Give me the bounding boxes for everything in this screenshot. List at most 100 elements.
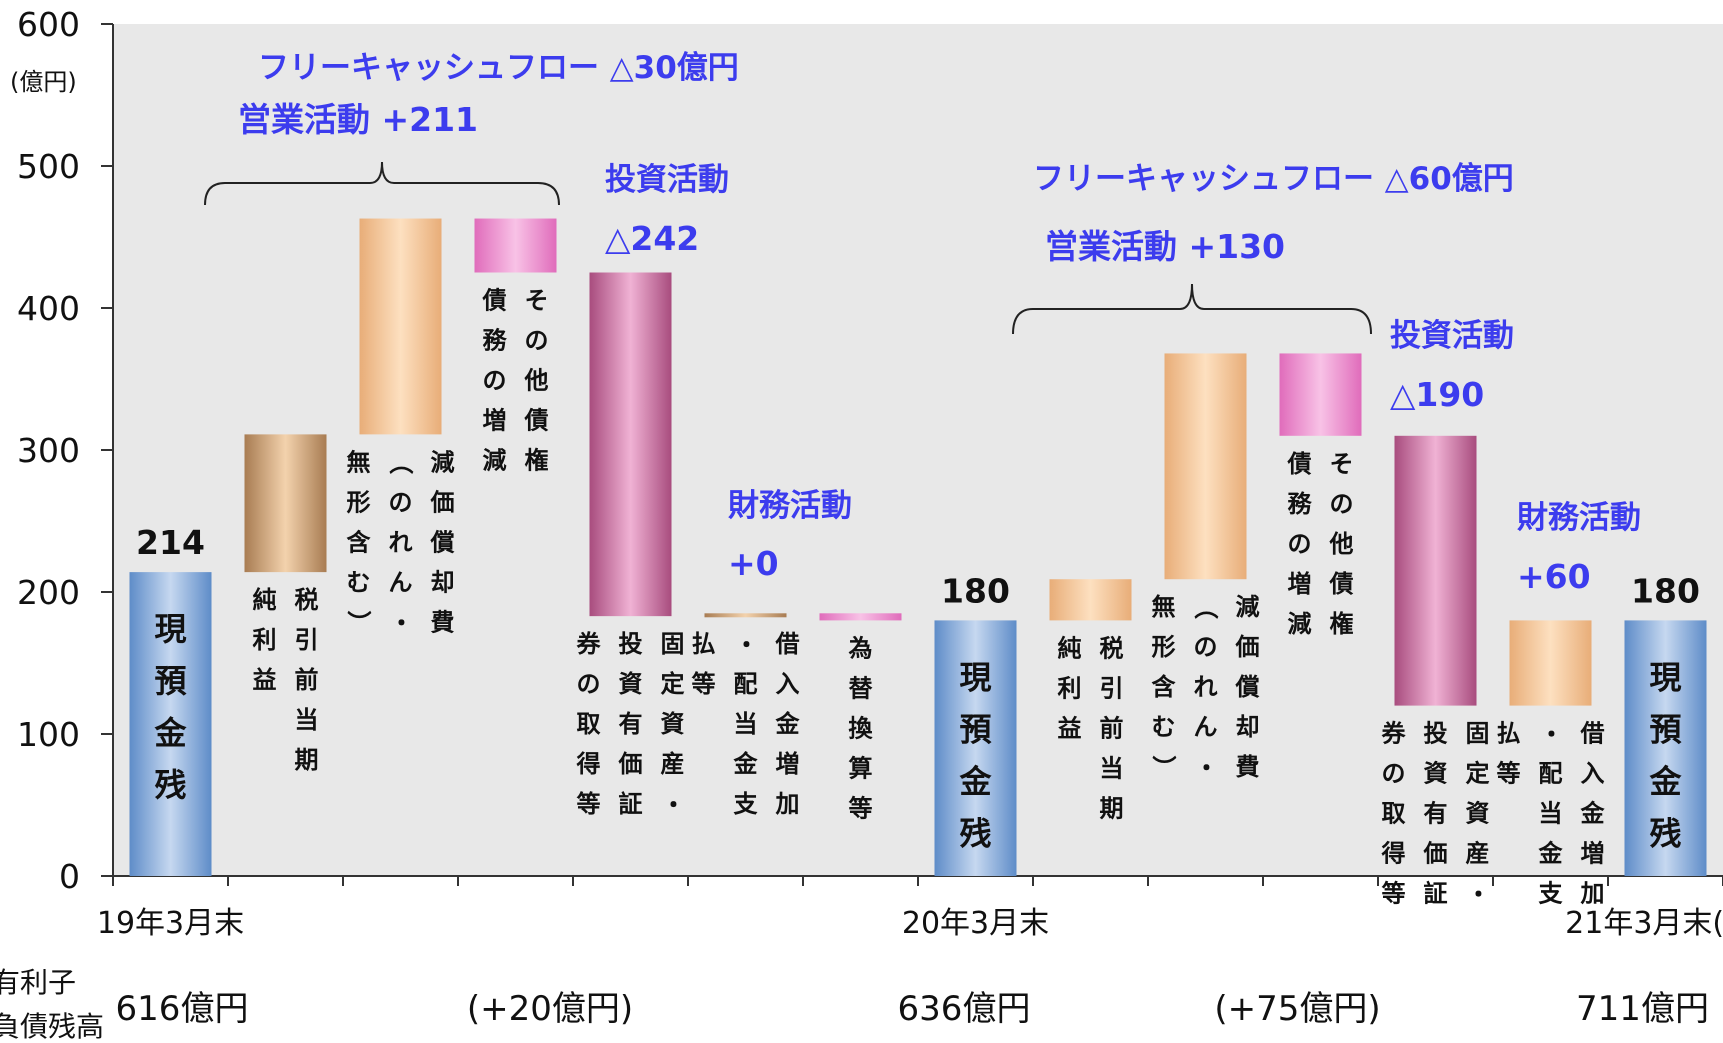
svg-text:取: 取 xyxy=(577,710,601,738)
balance-value-label: 180 xyxy=(941,571,1010,610)
svg-text:債: 債 xyxy=(1287,450,1312,478)
y-unit-label: (億円) xyxy=(10,68,77,96)
svg-text:他: 他 xyxy=(1329,530,1354,558)
svg-text:税: 税 xyxy=(1100,634,1124,662)
brace-operating-1 xyxy=(204,161,560,206)
svg-text:支: 支 xyxy=(734,790,759,818)
debt-row-label-line1: 有利子 xyxy=(0,966,76,999)
svg-text:当: 当 xyxy=(1539,800,1563,828)
bar-peach xyxy=(359,218,442,435)
svg-text:取: 取 xyxy=(1382,800,1406,828)
svg-text:金: 金 xyxy=(1538,840,1564,868)
svg-text:資: 資 xyxy=(1466,800,1490,828)
svg-text:券: 券 xyxy=(1382,720,1407,748)
svg-text:産: 産 xyxy=(1466,840,1490,868)
svg-text:預: 預 xyxy=(1649,710,1682,748)
svg-text:他: 他 xyxy=(524,367,549,395)
svg-text:利: 利 xyxy=(253,626,277,654)
svg-text:期: 期 xyxy=(1100,794,1124,822)
svg-text:金: 金 xyxy=(775,710,801,738)
operating-annotation-2: 営業活動 +130 xyxy=(1045,227,1285,266)
fcf-annotation-2: フリーキャッシュフロー △60億円 xyxy=(1033,161,1514,197)
y-tick-label: 300 xyxy=(17,431,80,470)
debt-value: (+75億円) xyxy=(1214,989,1380,1029)
bar-pink xyxy=(819,613,902,621)
svg-text:入: 入 xyxy=(1581,760,1605,788)
svg-text:金: 金 xyxy=(1580,800,1606,828)
svg-text:価: 価 xyxy=(618,750,643,778)
bar-balance xyxy=(934,620,1017,876)
svg-text:純: 純 xyxy=(1058,634,1082,662)
bar-peach xyxy=(1164,353,1247,580)
svg-text:券: 券 xyxy=(577,630,602,658)
y-tick-label: 400 xyxy=(17,289,80,328)
svg-text:等: 等 xyxy=(1497,760,1521,788)
svg-text:の: の xyxy=(525,327,549,355)
svg-text:加: 加 xyxy=(1581,880,1605,908)
svg-text:加: 加 xyxy=(776,790,800,818)
financing-value-1: +0 xyxy=(728,544,779,583)
svg-text:換: 換 xyxy=(849,714,874,742)
svg-text:む: む xyxy=(1152,713,1176,741)
bar-balance xyxy=(1624,620,1707,876)
x-axis: 19年3月末 20年3月末 21年3月末(予) xyxy=(97,875,1723,941)
x-period-label: 21年3月末(予) xyxy=(1565,906,1723,941)
svg-text:引: 引 xyxy=(1100,674,1124,702)
fcf-annotation-1: フリーキャッシュフロー △30億円 xyxy=(258,50,739,86)
y-tick-label: 0 xyxy=(59,857,80,896)
svg-text:前: 前 xyxy=(295,666,319,694)
svg-text:期: 期 xyxy=(295,746,319,774)
svg-text:現: 現 xyxy=(154,610,186,648)
interest-bearing-debt-row: 有利子 負債残高 616億円 (+20億円) 636億円 (+75億円) 711億円 xyxy=(0,966,1709,1043)
svg-text:替: 替 xyxy=(849,674,873,702)
svg-text:価: 価 xyxy=(430,488,455,516)
svg-text:減: 減 xyxy=(483,447,507,475)
svg-text:却: 却 xyxy=(1236,713,1260,741)
svg-text:れ: れ xyxy=(1194,673,1218,701)
svg-text:当: 当 xyxy=(1100,754,1124,782)
svg-text:定: 定 xyxy=(1466,760,1490,788)
investing-title-1: 投資活動 xyxy=(605,162,729,198)
svg-text:債: 債 xyxy=(482,287,507,315)
svg-text:残: 残 xyxy=(959,814,991,852)
debt-value: 616億円 xyxy=(116,989,249,1029)
svg-text:減: 減 xyxy=(1236,593,1260,621)
svg-text:増: 増 xyxy=(483,407,507,435)
svg-text:ん: ん xyxy=(1194,713,1218,741)
svg-text:配: 配 xyxy=(734,670,758,698)
svg-text:定: 定 xyxy=(661,670,685,698)
svg-text:等: 等 xyxy=(1382,880,1406,908)
svg-text:当: 当 xyxy=(734,710,758,738)
bar-peach xyxy=(1509,620,1592,706)
svg-text:形: 形 xyxy=(1152,633,1176,661)
svg-text:権: 権 xyxy=(525,447,549,475)
svg-text:・: ・ xyxy=(1537,722,1565,746)
y-axis: 0 100 200 300 400 500 600 xyxy=(17,5,114,896)
svg-text:の: の xyxy=(1330,490,1354,518)
svg-text:そ: そ xyxy=(525,287,549,315)
svg-text:支: 支 xyxy=(1539,880,1564,908)
investing-value-2: △190 xyxy=(1390,375,1484,414)
investing-title-2: 投資活動 xyxy=(1390,318,1514,354)
svg-text:固: 固 xyxy=(1466,720,1490,748)
svg-text:）: ） xyxy=(345,610,373,634)
svg-text:入: 入 xyxy=(776,670,800,698)
svg-text:金: 金 xyxy=(958,762,992,800)
svg-text:引: 引 xyxy=(295,626,319,654)
svg-text:産: 産 xyxy=(661,750,685,778)
svg-text:の: の xyxy=(1194,633,1218,661)
svg-text:資: 資 xyxy=(619,670,643,698)
svg-text:税: 税 xyxy=(295,586,319,614)
bar-peach xyxy=(1049,579,1132,621)
debt-value: (+20億円) xyxy=(467,989,633,1029)
y-tick-label: 600 xyxy=(17,5,80,44)
debt-row-label-line2: 負債残高 xyxy=(0,1010,104,1043)
svg-text:減: 減 xyxy=(431,448,455,476)
